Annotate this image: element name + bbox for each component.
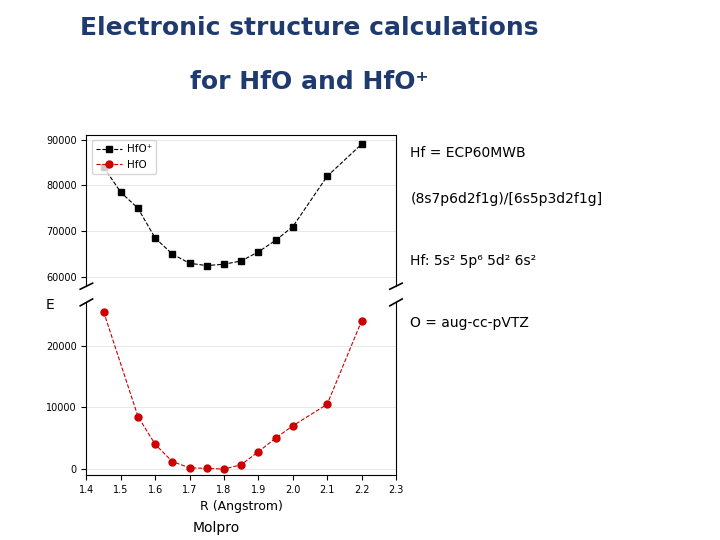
HfO⁺ — [99, 164, 108, 170]
HfO⁺ — [254, 248, 263, 255]
HfO — [220, 466, 228, 472]
HfO⁺ — [289, 28, 297, 34]
HfO⁺ — [202, 262, 211, 269]
Text: Molpro: Molpro — [192, 521, 240, 535]
HfO — [254, 536, 263, 540]
HfO⁺ — [134, 205, 143, 212]
HfO — [99, 308, 108, 315]
X-axis label: R (Angstrom): R (Angstrom) — [199, 501, 283, 514]
HfO — [151, 530, 160, 537]
Legend: HfO⁺, HfO: HfO⁺, HfO — [91, 140, 156, 174]
Text: E: E — [46, 298, 55, 312]
HfO — [185, 464, 194, 471]
HfO — [271, 526, 280, 532]
HfO — [254, 449, 263, 455]
Text: Hf = ECP60MWB: Hf = ECP60MWB — [410, 146, 526, 160]
HfO — [134, 510, 143, 516]
HfO⁺ — [220, 78, 228, 85]
HfO⁺ — [185, 260, 194, 267]
HfO — [289, 423, 297, 429]
HfO⁺ — [237, 74, 246, 80]
HfO⁺ — [151, 235, 160, 241]
HfO⁺ — [202, 80, 211, 86]
HfO — [357, 318, 366, 324]
HfO — [323, 401, 331, 408]
Line: HfO: HfO — [100, 308, 365, 472]
HfO⁺ — [254, 62, 263, 68]
HfO⁺ — [220, 261, 228, 267]
HfO — [271, 435, 280, 441]
HfO — [134, 413, 143, 420]
HfO — [323, 501, 331, 507]
Text: Hf: 5s² 5p⁶ 5d² 6s²: Hf: 5s² 5p⁶ 5d² 6s² — [410, 254, 536, 268]
Text: O = aug-cc-pVTZ: O = aug-cc-pVTZ — [410, 316, 529, 330]
Text: (8s7p6d2f1g)/[6s5p3d2f1g]: (8s7p6d2f1g)/[6s5p3d2f1g] — [410, 192, 603, 206]
HfO — [202, 465, 211, 471]
HfO⁺ — [237, 258, 246, 264]
HfO — [357, 438, 366, 445]
HfO — [99, 432, 108, 438]
HfO⁺ — [185, 77, 194, 84]
HfO — [289, 517, 297, 523]
HfO⁺ — [168, 65, 176, 71]
HfO⁺ — [271, 46, 280, 52]
HfO⁺ — [323, 173, 331, 179]
HfO — [151, 441, 160, 448]
Line: HfO⁺: HfO⁺ — [100, 141, 365, 269]
Text: Electronic structure calculations: Electronic structure calculations — [81, 16, 539, 40]
HfO⁺ — [134, 3, 143, 9]
Text: for HfO and HfO⁺: for HfO and HfO⁺ — [190, 70, 429, 94]
HfO⁺ — [168, 251, 176, 258]
HfO⁺ — [357, 141, 366, 147]
HfO — [168, 458, 176, 465]
Line: HfO: HfO — [100, 431, 365, 540]
HfO — [237, 462, 246, 468]
HfO⁺ — [271, 237, 280, 244]
HfO⁺ — [289, 224, 297, 230]
HfO⁺ — [117, 189, 125, 195]
Line: HfO⁺: HfO⁺ — [100, 0, 365, 87]
HfO⁺ — [151, 43, 160, 50]
